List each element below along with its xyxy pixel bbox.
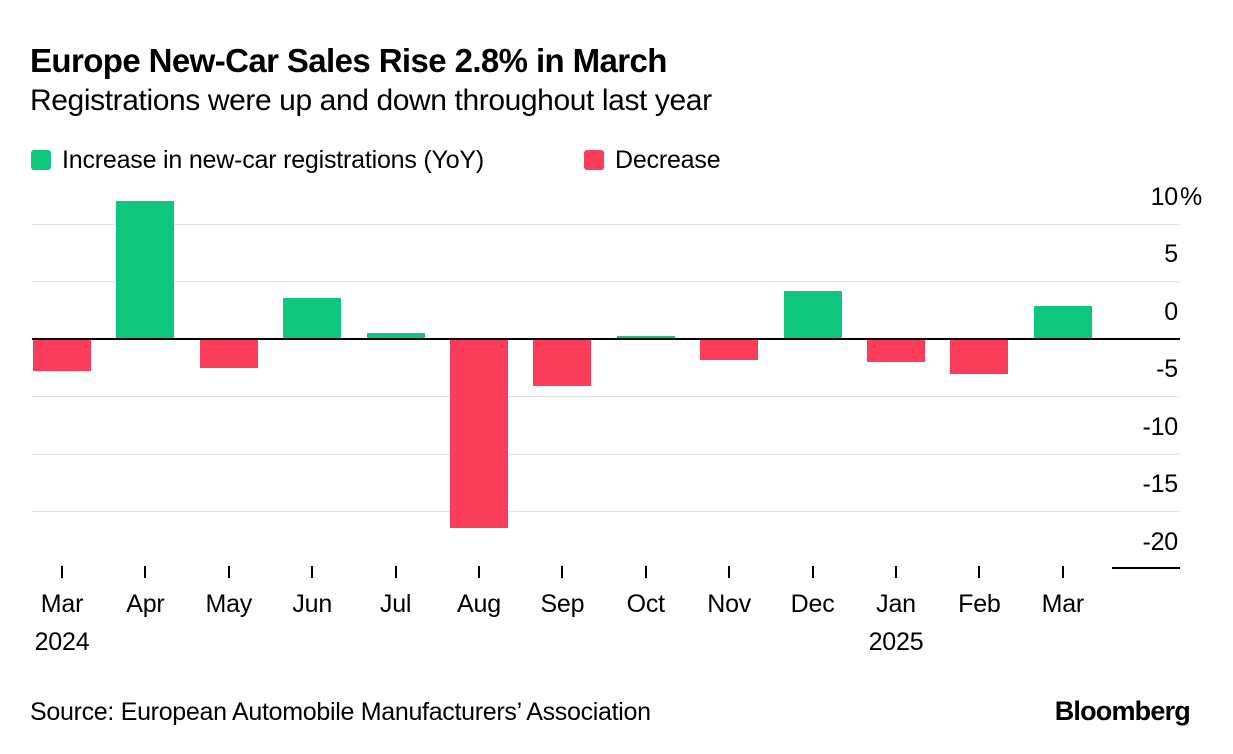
legend-label-increase: Increase in new-car registrations (YoY) xyxy=(62,145,485,174)
bar-dec-9 xyxy=(783,291,842,339)
x-axis-year-label-2024: 2024 xyxy=(34,628,90,656)
x-tick-feb-11 xyxy=(978,566,981,578)
x-axis-label-mar-0: Mar xyxy=(40,590,84,618)
legend-item-increase: Increase in new-car registrations (YoY) xyxy=(31,145,485,174)
gridline--15 xyxy=(32,511,1180,512)
y-axis-label-10: 10% xyxy=(1150,182,1203,211)
bloomberg-logo: Bloomberg xyxy=(1054,696,1191,726)
bar-sep-6 xyxy=(533,338,592,386)
x-axis-label-may-2: May xyxy=(205,590,253,618)
increase-color-swatch xyxy=(31,150,51,170)
chart-title: Europe New-Car Sales Rise 2.8% in March xyxy=(30,42,667,79)
bar-jul-4 xyxy=(366,332,425,339)
x-tick-apr-1 xyxy=(144,566,147,578)
x-axis-label-oct-7: Oct xyxy=(626,590,665,618)
x-tick-dec-9 xyxy=(811,566,814,578)
y-axis-label--20: -20 xyxy=(1142,527,1178,556)
legend-label-decrease: Decrease xyxy=(615,145,721,174)
legend-item-decrease: Decrease xyxy=(584,145,721,174)
y-axis-label-5: 5 xyxy=(1164,240,1178,268)
gridline--5 xyxy=(32,396,1180,397)
bar-mar-12 xyxy=(1033,306,1092,339)
x-axis-label-apr-1: Apr xyxy=(126,590,165,618)
x-axis-label-mar-12: Mar xyxy=(1041,590,1085,618)
x-tick-oct-7 xyxy=(644,566,647,578)
gridline-10 xyxy=(32,223,1180,225)
x-axis-label-aug-5: Aug xyxy=(457,590,501,618)
x-tick-aug-5 xyxy=(478,566,480,578)
source-note: Source: European Automobile Manufacturer… xyxy=(30,698,651,726)
x-tick-mar-12 xyxy=(1061,566,1064,578)
x-tick-nov-8 xyxy=(728,566,731,578)
legend: Increase in new-car registrations (YoY) … xyxy=(0,145,1233,178)
bar-apr-1 xyxy=(116,200,175,339)
bar-jun-3 xyxy=(283,298,342,339)
bar-feb-11 xyxy=(950,338,1009,375)
y-axis-label--5: -5 xyxy=(1156,355,1178,383)
y-axis-label--15: -15 xyxy=(1142,470,1178,498)
baseline-zero-line xyxy=(32,337,1180,340)
x-axis-label-feb-11: Feb xyxy=(958,590,1001,618)
x-axis-label-sep-6: Sep xyxy=(540,590,585,618)
axis-end-stub xyxy=(1112,567,1180,569)
bar-aug-5 xyxy=(450,338,508,529)
x-axis-label-jul-4: Jul xyxy=(379,590,412,618)
chart-subtitle: Registrations were up and down throughou… xyxy=(30,84,712,117)
y-axis-unit: % xyxy=(1180,182,1203,211)
bar-may-2 xyxy=(199,338,258,369)
x-axis-year-label-2025: 2025 xyxy=(868,628,924,656)
bar-oct-7 xyxy=(616,336,675,339)
gridline--10 xyxy=(32,453,1180,455)
x-axis-label-jan-10: Jan xyxy=(876,590,916,618)
x-tick-mar-0 xyxy=(61,566,63,578)
y-axis-label--10: -10 xyxy=(1142,412,1178,441)
gridline-5 xyxy=(32,281,1180,282)
x-axis-label-dec-9: Dec xyxy=(790,590,835,618)
x-tick-jun-3 xyxy=(311,566,314,578)
x-tick-may-2 xyxy=(227,566,230,578)
y-axis-label-0: 0 xyxy=(1164,297,1178,326)
decrease-color-swatch xyxy=(584,150,604,170)
x-tick-jul-4 xyxy=(394,566,397,578)
x-tick-jan-10 xyxy=(895,566,897,578)
x-axis-label-nov-8: Nov xyxy=(707,590,752,618)
x-axis-label-jun-3: Jun xyxy=(292,590,333,618)
bar-mar-0 xyxy=(33,338,91,371)
x-tick-sep-6 xyxy=(561,566,564,578)
bar-nov-8 xyxy=(700,338,759,361)
bar-jan-10 xyxy=(867,338,925,362)
